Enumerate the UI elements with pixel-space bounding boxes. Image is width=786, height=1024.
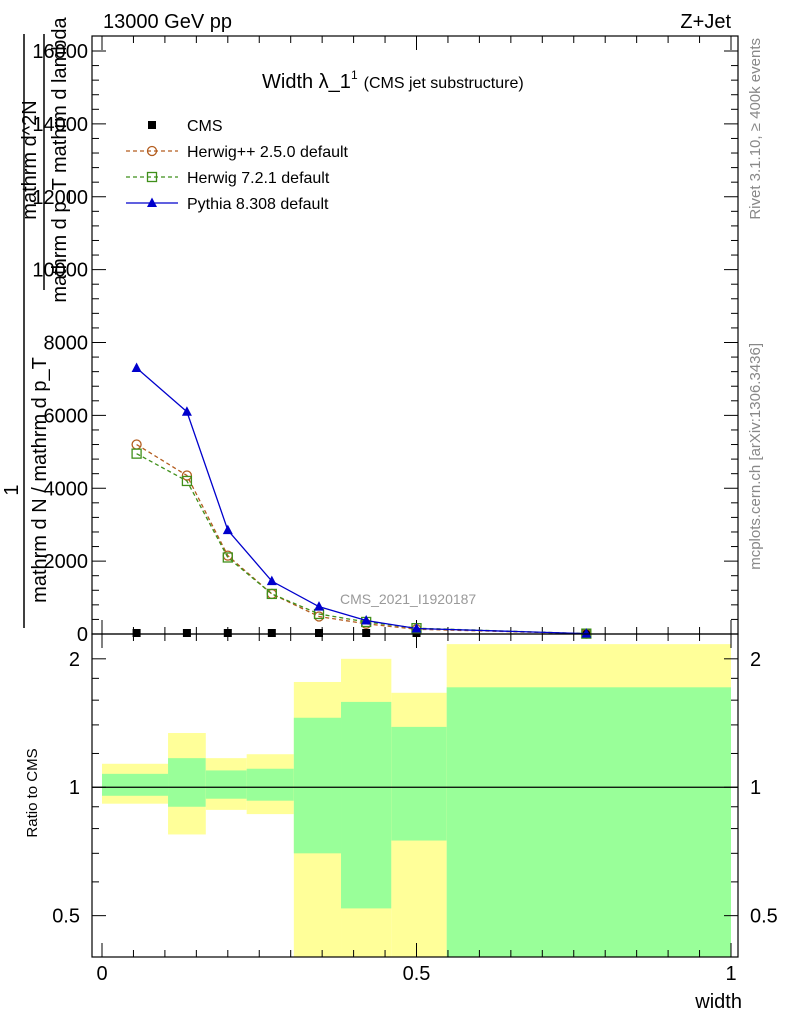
ratio-ylabel: Ratio to CMS — [24, 748, 41, 837]
ratio-xtick-label-1: 0.5 — [403, 963, 431, 985]
ratio-xtick-label-2: 1 — [725, 963, 736, 985]
ratio-band-inner-4 — [293, 717, 342, 854]
plot-title-superscript: 1 — [351, 68, 358, 82]
main-ytick-label-8: 16000 — [32, 41, 88, 63]
ratio-ytick-label-right-0: 0.5 — [750, 906, 778, 928]
main-ytick-label-6: 12000 — [32, 187, 88, 209]
ratio-plot-layer: 0 0.5 1 0.5 0.5 1 1 2 2 — [52, 633, 778, 985]
xlabel: width — [694, 991, 742, 1013]
header-energy-label: 13000 GeV pp — [103, 11, 232, 33]
marker-pythia-1 — [181, 406, 192, 416]
ratio-band-inner-0 — [102, 773, 169, 796]
legend-label-cms: CMS — [187, 118, 223, 135]
mcplots-label: mcplots.cern.ch [arXiv:1306.3436] — [747, 343, 764, 570]
series-line-pythia — [136, 367, 587, 635]
marker-cms-5 — [362, 629, 371, 637]
ratio-ytick-label-right-2: 2 — [750, 649, 761, 671]
ratio-band-inner-3 — [246, 768, 294, 801]
marker-cms-4 — [315, 629, 324, 637]
main-plot-layer: 0 2000 4000 6000 8000 10000 12000 14000 16000 — [32, 35, 739, 646]
plot-title: Width λ_11 (CMS jet substructure) — [262, 68, 524, 93]
legend-marker-herwig_pp — [146, 145, 158, 157]
ratio-plot-frame — [91, 633, 739, 958]
marker-herwig7-0 — [131, 448, 142, 459]
analysis-watermark: CMS_2021_I1920187 — [340, 591, 476, 607]
marker-pythia-2 — [222, 524, 233, 535]
legend-label-pythia: Pythia 8.308 default — [187, 196, 329, 213]
ylabel-inner-numerator: mathrm d^2N — [19, 100, 41, 219]
legend-marker-cms — [148, 121, 156, 129]
main-ytick-label-0: 0 — [77, 624, 88, 646]
main-ytick-label-2: 4000 — [44, 478, 89, 500]
ratio-ytick-label-right-1: 1 — [750, 777, 761, 799]
marker-pythia-4 — [314, 601, 325, 611]
main-ytick-label-7: 14000 — [32, 114, 88, 136]
marker-herwig7-2 — [222, 552, 233, 563]
ratio-ytick-label-left-1: 1 — [69, 777, 80, 799]
marker-pythia-3 — [266, 575, 277, 586]
plot-title-main: Width λ_1 — [262, 71, 351, 93]
marker-herwig7-3 — [266, 588, 277, 600]
marker-cms-0 — [132, 629, 141, 637]
series-line-herwig_pp — [136, 443, 587, 635]
ratio-band-inner-1 — [168, 758, 206, 807]
plot-title-note: (CMS jet substructure) — [364, 75, 524, 92]
marker-cms-3 — [267, 629, 276, 637]
ratio-ytick-label-left-0: 0.5 — [52, 906, 80, 928]
marker-cms-2 — [223, 629, 232, 637]
marker-herwig_pp-1 — [181, 470, 193, 481]
marker-pythia-5 — [361, 615, 372, 625]
header-process-label: Z+Jet — [680, 11, 731, 33]
main-ylabel: 1 mathrm d N / mathrm d p_T mathrm d^2N … — [1, 16, 71, 628]
marker-pythia-7 — [581, 628, 592, 638]
legend-label-herwig_pp: Herwig++ 2.5.0 default — [187, 144, 349, 161]
ratio-band-inner-2 — [205, 770, 247, 799]
marker-cms-1 — [182, 629, 191, 637]
ratio-ytick-label-left-2: 2 — [69, 649, 80, 671]
legend: CMS Herwig++ 2.5.0 default Herwig 7.2.1 de… — [126, 118, 349, 213]
ratio-xtick-label-0: 0 — [96, 963, 107, 985]
main-ytick-label-1: 2000 — [44, 551, 89, 573]
marker-pythia-6 — [411, 623, 422, 633]
rivet-version-label: Rivet 3.1.10, ≥ 400k events — [747, 38, 764, 220]
marker-herwig7-1 — [181, 475, 193, 487]
marker-pythia-0 — [131, 362, 142, 373]
legend-marker-pythia — [147, 197, 157, 207]
ratio-band-inner-6 — [391, 726, 447, 841]
ylabel-denominator: mathrm d N / mathrm d p_T — [29, 357, 51, 603]
ratio-band-inner-7 — [446, 687, 731, 957]
legend-label-herwig7: Herwig 7.2.1 default — [187, 170, 330, 187]
main-ytick-label-3: 6000 — [44, 405, 89, 427]
ratio-band-inner-5 — [341, 701, 392, 909]
legend-marker-herwig7 — [146, 171, 158, 183]
ylabel-inner-denominator: mathrm d p_T mathrm d lambda — [49, 16, 71, 302]
ratio-band-layer — [102, 644, 731, 957]
main-ytick-label-5: 10000 — [32, 260, 88, 282]
ylabel-numerator-one: 1 — [1, 484, 23, 495]
main-ytick-label-4: 8000 — [44, 333, 89, 355]
series-line-herwig7 — [136, 453, 587, 635]
